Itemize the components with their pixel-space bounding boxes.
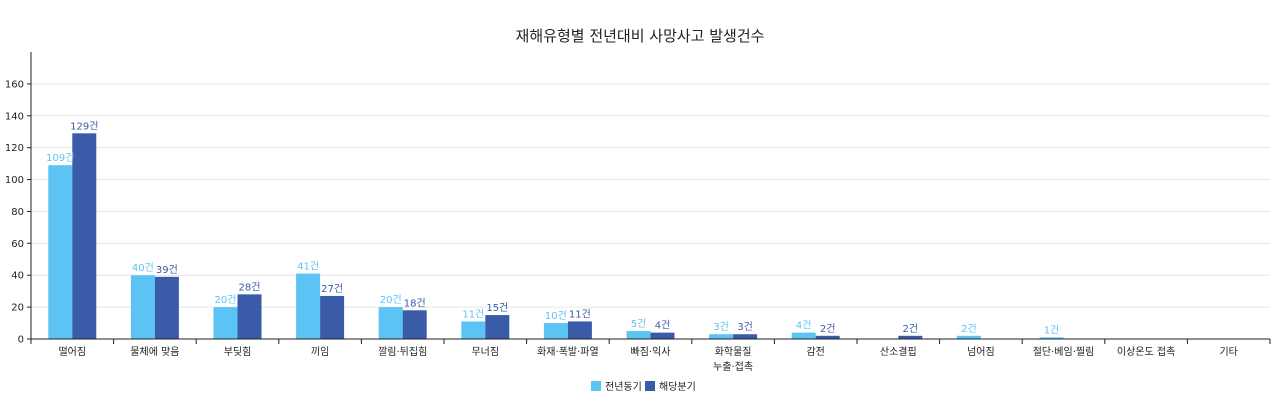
bar-previous bbox=[626, 331, 651, 339]
data-label: 41건 bbox=[297, 261, 319, 273]
x-category-label: 누출·접촉 bbox=[713, 361, 753, 373]
x-category-label: 산소결핍 bbox=[880, 346, 917, 358]
bar-previous bbox=[296, 273, 321, 339]
data-label: 2건 bbox=[961, 323, 977, 335]
x-category-label: 깔림·뒤집힘 bbox=[378, 346, 427, 358]
bar-previous bbox=[1039, 337, 1064, 339]
x-category-label: 감전 bbox=[806, 346, 824, 358]
y-tick-label: 140 bbox=[5, 111, 24, 122]
bar-current bbox=[402, 310, 427, 339]
data-label: 39건 bbox=[156, 264, 178, 276]
y-tick-label: 100 bbox=[5, 175, 24, 186]
bar-current bbox=[650, 332, 675, 339]
data-label: 4건 bbox=[796, 320, 812, 332]
data-label: 20건 bbox=[380, 294, 402, 306]
data-label: 1건 bbox=[1044, 324, 1060, 336]
data-label: 10건 bbox=[545, 310, 567, 322]
gridlines bbox=[31, 83, 1270, 308]
bar-previous bbox=[709, 334, 734, 339]
x-category-label: 이상온도 접촉 bbox=[1117, 346, 1175, 358]
bars bbox=[48, 133, 1064, 339]
bar-previous bbox=[213, 307, 238, 339]
x-category-label: 기타 bbox=[1219, 346, 1237, 358]
data-label: 109건 bbox=[46, 152, 74, 164]
legend-label[interactable]: 해당분기 bbox=[659, 380, 696, 393]
bar-current bbox=[815, 335, 840, 339]
y-tick-label: 120 bbox=[5, 143, 24, 154]
x-category-label: 절단·베임·찔림 bbox=[1033, 345, 1095, 358]
data-label: 129건 bbox=[70, 120, 98, 132]
axes bbox=[30, 52, 1270, 340]
x-category-label: 떨어짐 bbox=[58, 346, 86, 358]
x-category-label: 화학물질 bbox=[715, 346, 752, 358]
x-category-label: 무너짐 bbox=[471, 346, 499, 358]
data-label: 3건 bbox=[713, 321, 729, 333]
x-category-label: 빠짐·익사 bbox=[631, 346, 671, 358]
data-label: 27건 bbox=[321, 283, 343, 295]
bar-previous bbox=[791, 332, 816, 339]
data-label: 40건 bbox=[132, 262, 154, 274]
bar-previous bbox=[956, 335, 981, 339]
x-category-label: 물체에 맞음 bbox=[130, 346, 179, 358]
data-label: 2건 bbox=[903, 323, 919, 335]
data-label: 3건 bbox=[737, 321, 753, 333]
bar-current bbox=[485, 315, 510, 339]
bar-current bbox=[237, 294, 262, 339]
x-category-label: 화재·폭발·파열 bbox=[537, 346, 599, 358]
y-tick-label: 160 bbox=[5, 79, 24, 90]
y-tick-label: 20 bbox=[11, 303, 24, 314]
legend-label[interactable]: 전년동기 bbox=[605, 381, 642, 393]
bar-current bbox=[567, 321, 592, 339]
bar-previous bbox=[543, 323, 568, 339]
data-label: 5건 bbox=[631, 318, 647, 330]
data-label: 28건 bbox=[239, 281, 261, 293]
data-label: 18건 bbox=[404, 297, 426, 309]
y-tick-label: 40 bbox=[11, 271, 24, 282]
data-label: 20건 bbox=[215, 294, 237, 306]
bar-current bbox=[320, 295, 345, 339]
data-label: 11건 bbox=[569, 308, 591, 320]
chart-title: 재해유형별 전년대비 사망사고 발생건수 bbox=[516, 27, 765, 45]
data-label: 15건 bbox=[486, 302, 508, 314]
legend[interactable]: 전년동기 해당분기 bbox=[591, 380, 696, 393]
y-tick-label: 60 bbox=[11, 239, 24, 250]
y-axis-ticks: 0 20 40 60 80 100 120 140 160 bbox=[5, 79, 31, 346]
legend-swatch[interactable] bbox=[645, 381, 655, 391]
data-label: 4건 bbox=[655, 320, 671, 332]
x-axis-categories: 떨어짐 물체에 맞음 부딪힘 끼임 깔림·뒤집힘 무너짐 화재·폭발·파열 빠짐·익사 화학물질… bbox=[30, 339, 1271, 373]
bar-previous bbox=[130, 275, 155, 339]
data-label: 11건 bbox=[462, 308, 484, 320]
y-tick-label: 0 bbox=[18, 335, 24, 346]
bar-current bbox=[72, 133, 97, 339]
x-category-label: 부딪힘 bbox=[224, 346, 252, 358]
bar-current bbox=[154, 276, 179, 339]
bar-current bbox=[733, 334, 758, 339]
x-category-label: 끼임 bbox=[311, 345, 329, 358]
bar-current bbox=[898, 335, 923, 339]
bar-previous bbox=[461, 321, 486, 339]
x-category-label: 넘어짐 bbox=[967, 346, 995, 358]
legend-swatch[interactable] bbox=[591, 381, 601, 391]
y-tick-label: 80 bbox=[11, 207, 24, 218]
bar-previous bbox=[378, 307, 403, 339]
data-label: 2건 bbox=[820, 323, 836, 335]
bar-previous bbox=[48, 165, 73, 339]
